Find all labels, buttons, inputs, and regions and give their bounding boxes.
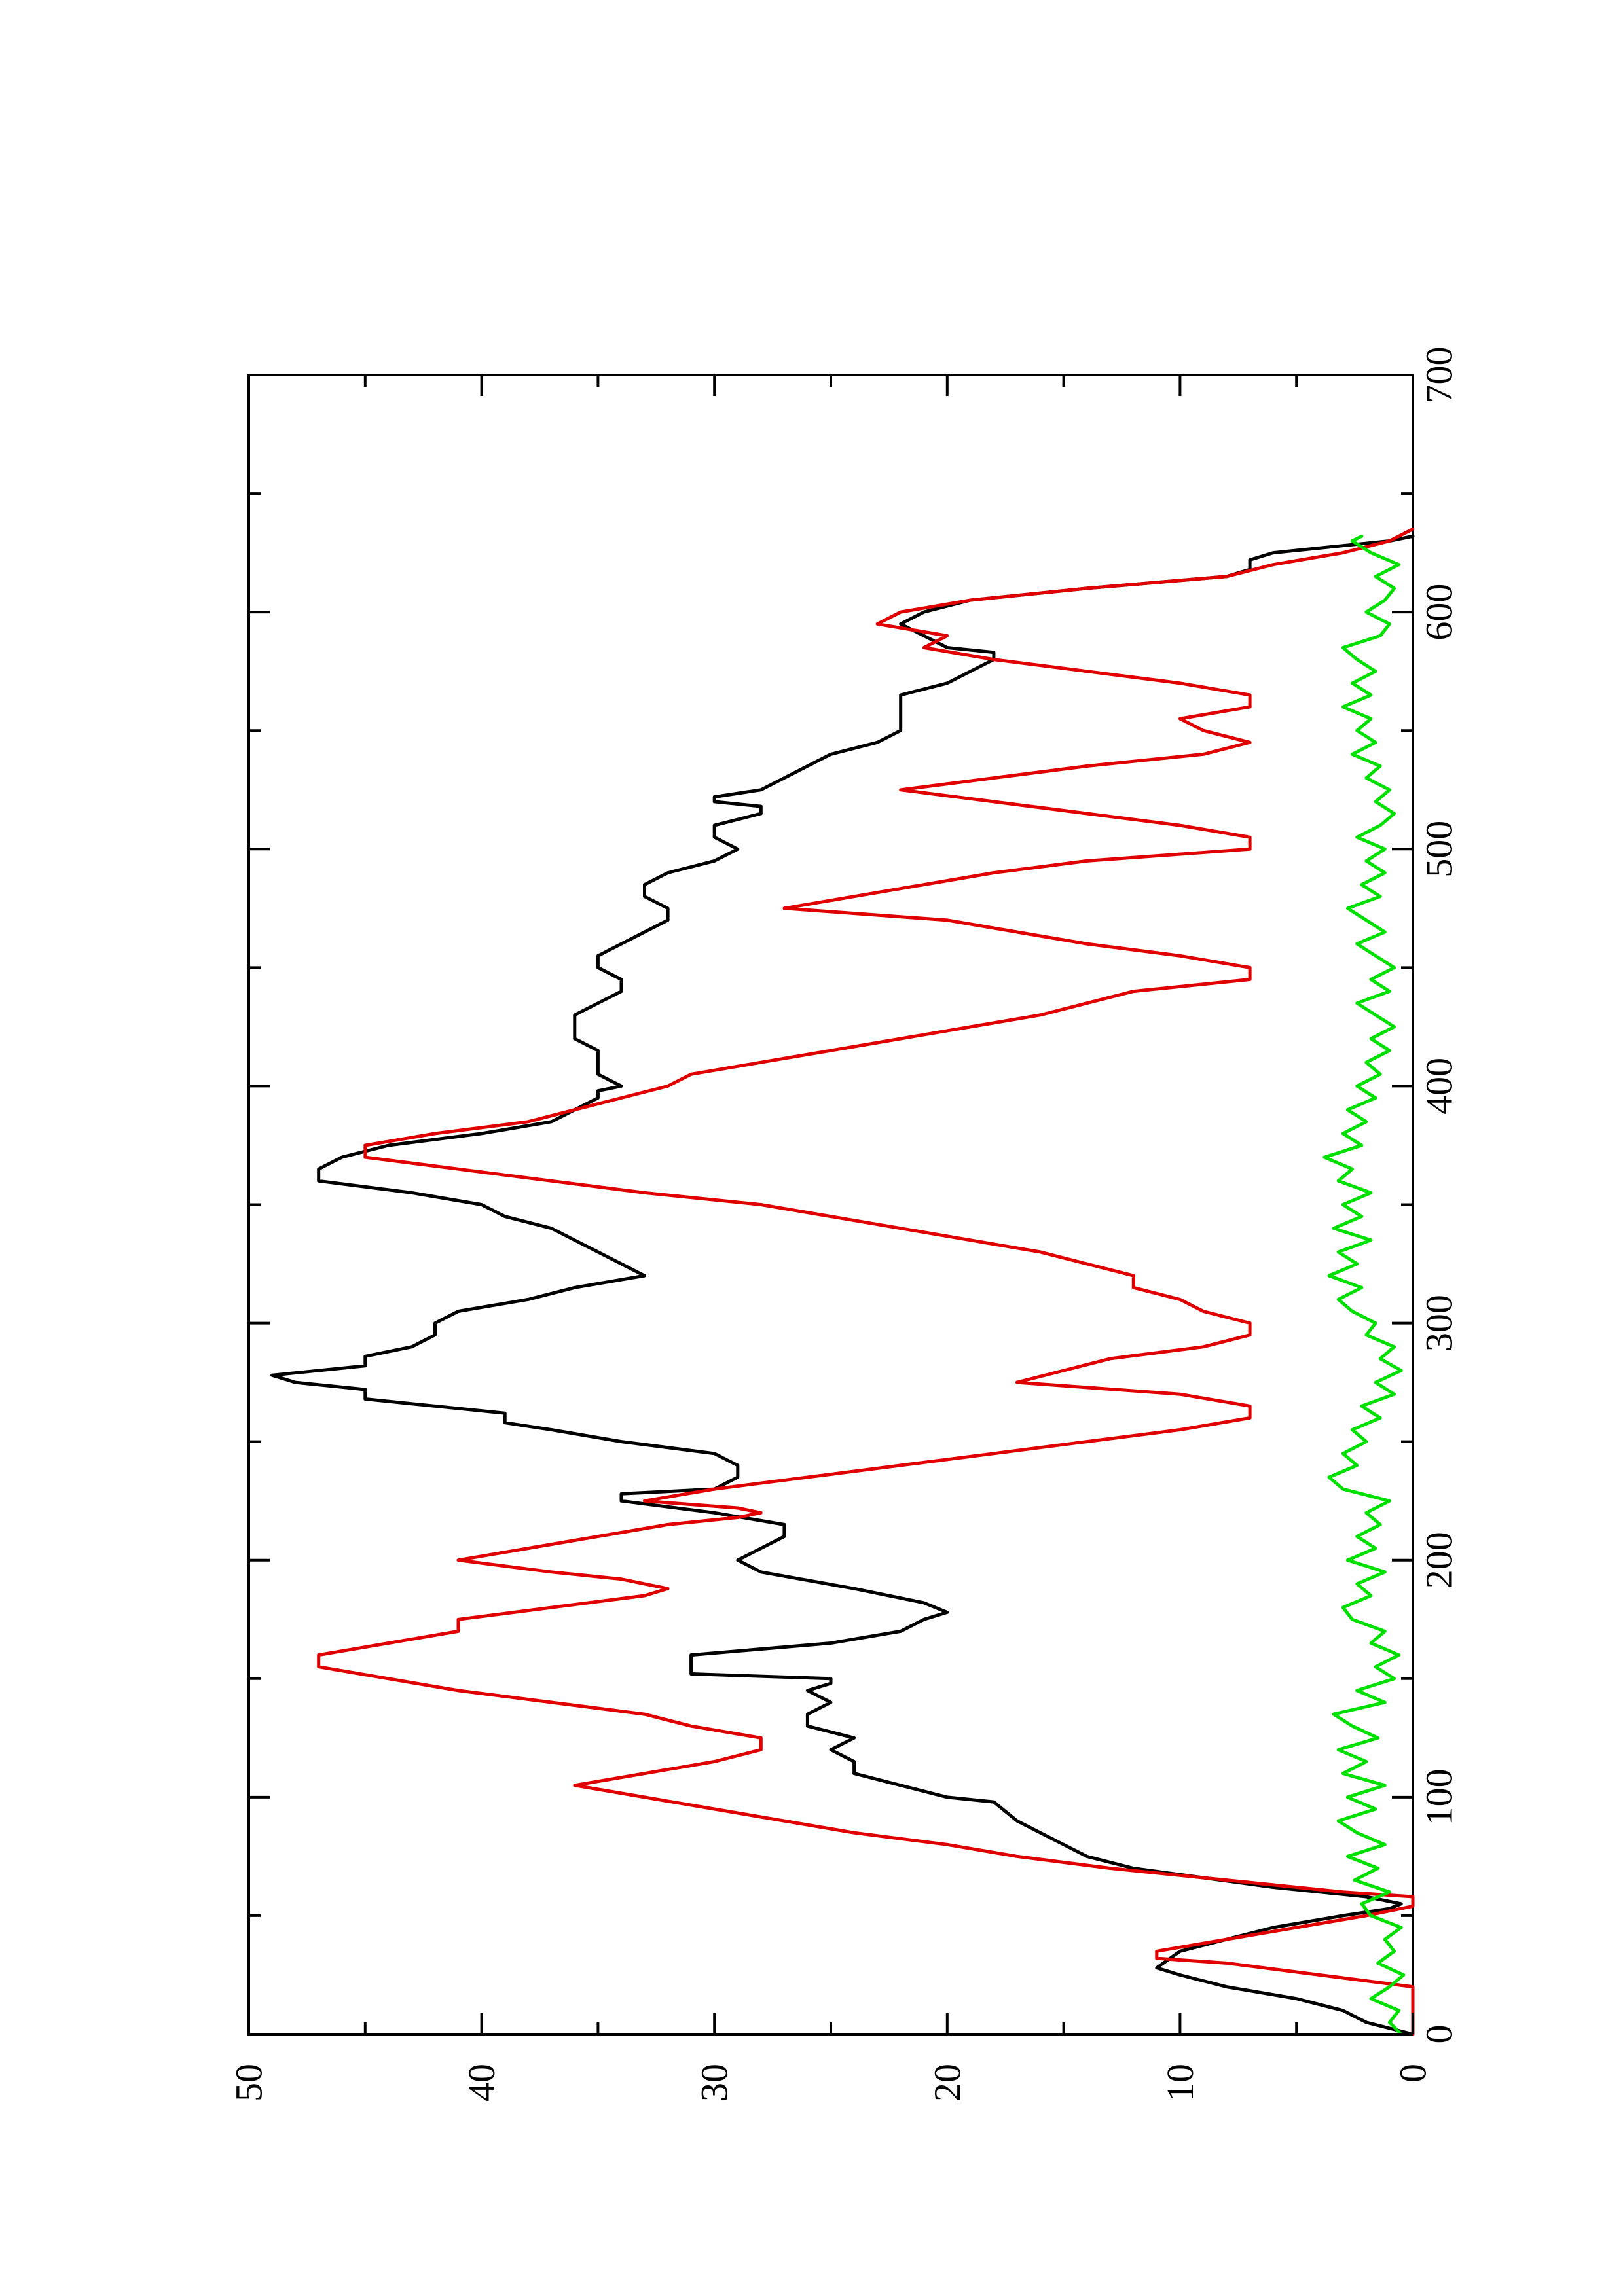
x-tick-label: 500 [1418,821,1461,878]
ticks-layer [247,374,1414,2036]
y-tick-label: 50 [228,2064,270,2102]
x-tick-label: 300 [1418,1295,1461,1352]
series-line-3 [1322,534,1406,2036]
plot-frame [247,374,1414,2036]
labels-layer: 0 100 200 300 400 500 600 700 0 10 20 30 40 50 [228,347,1461,2102]
x-tick-label: 400 [1418,1058,1461,1115]
y-tick-label: 0 [1392,2064,1434,2083]
series-line-1 [270,534,1415,2036]
x-tick-label: 0 [1418,2025,1461,2044]
series-line-2 [317,527,1415,2036]
x-tick-label: 600 [1418,584,1461,641]
x-tick-label: 200 [1418,1532,1461,1588]
y-tick-label: 20 [926,2064,968,2102]
x-tick-label: 100 [1418,1768,1461,1825]
series-layer [270,527,1415,2036]
y-tick-label: 40 [460,2064,503,2102]
plot-area: 0 100 200 300 400 500 600 700 0 10 20 30 40 50 [228,347,1461,2102]
y-tick-label: 30 [693,2064,736,2102]
y-tick-label: 10 [1159,2064,1201,2102]
x-tick-label: 700 [1418,347,1461,404]
